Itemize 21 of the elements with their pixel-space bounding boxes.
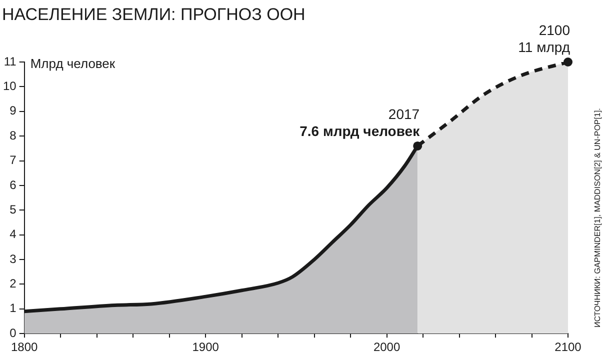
annotation: 2017 7.6 млрд человек <box>300 106 421 139</box>
chart-title: НАСЕЛЕНИЕ ЗЕМЛИ: ПРОГНОЗ ООН <box>2 5 306 24</box>
y-tick-label: 11 <box>4 54 17 68</box>
y-tick-label: 1 <box>10 301 17 316</box>
y-tick-label: 10 <box>2 79 17 94</box>
y-tick-label: 6 <box>10 178 17 192</box>
x-tick-label: 2100 <box>554 340 582 354</box>
x-tick-label: 2000 <box>373 340 400 354</box>
y-tick-label: 4 <box>10 227 17 242</box>
y-tick-label: 0 <box>10 326 17 340</box>
y-tick-label: 3 <box>10 252 17 266</box>
y-tick-label: 5 <box>10 202 17 216</box>
text: ИСТОЧНИКИ: GAPMINDER[1], MADDISON[2] & UN-POP[1]. <box>593 108 602 328</box>
y-tick-label: 2 <box>10 276 17 291</box>
x-tick-label: 1800 <box>10 340 38 354</box>
y-tick-label: 9 <box>10 104 17 118</box>
annotation: 2100 11 млрд <box>518 22 570 55</box>
y-tick-label: 8 <box>10 128 17 142</box>
y-tick-label: 7 <box>10 153 17 168</box>
y-axis-title: Млрд человек <box>30 56 116 71</box>
x-tick-label: 1900 <box>192 340 220 354</box>
